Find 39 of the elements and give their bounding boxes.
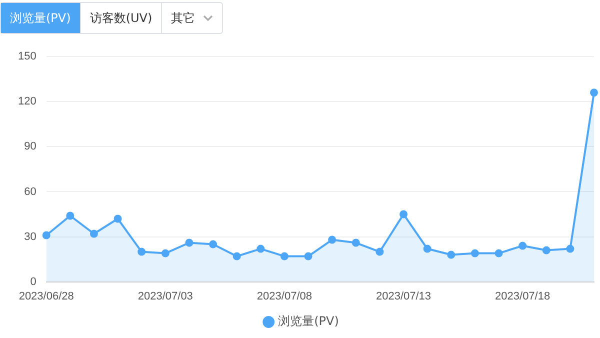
point [447, 250, 456, 259]
y-tick-label: 0 [30, 276, 36, 288]
point [400, 210, 408, 218]
y-tick-label: 60 [24, 186, 36, 198]
point [138, 248, 146, 256]
point [114, 214, 122, 223]
text: 其它 [171, 10, 196, 27]
text: 访客数(UV) [90, 10, 152, 27]
point [280, 252, 288, 260]
legend-label: 浏览量(PV) [278, 314, 339, 328]
point [590, 88, 598, 97]
point [42, 231, 50, 240]
x-tick-label: 2023/07/13 [376, 290, 432, 302]
point [66, 212, 74, 220]
point [185, 238, 194, 247]
x-tick-label: 2023/07/18 [495, 290, 550, 302]
point [470, 249, 479, 258]
y-tick-label: 90 [24, 140, 36, 153]
point [90, 230, 98, 238]
point [376, 248, 384, 256]
point [161, 249, 170, 258]
point [304, 252, 312, 260]
point [494, 249, 503, 258]
point [542, 246, 550, 254]
point [423, 244, 432, 253]
point [352, 238, 360, 247]
point [566, 244, 574, 253]
y-tick-label: 120 [18, 96, 36, 108]
point [518, 242, 527, 250]
point [256, 244, 265, 253]
x-tick-label: 2023/07/03 [138, 290, 193, 302]
point [209, 240, 218, 248]
point [328, 236, 336, 244]
y-tick-label: 30 [24, 230, 36, 243]
x-tick-label: 2023/06/28 [18, 290, 74, 302]
x-tick-label: 2023/07/08 [256, 290, 312, 302]
point [232, 252, 241, 260]
y-tick-label: 150 [18, 50, 36, 63]
text: 浏览量(PV) [10, 10, 71, 27]
